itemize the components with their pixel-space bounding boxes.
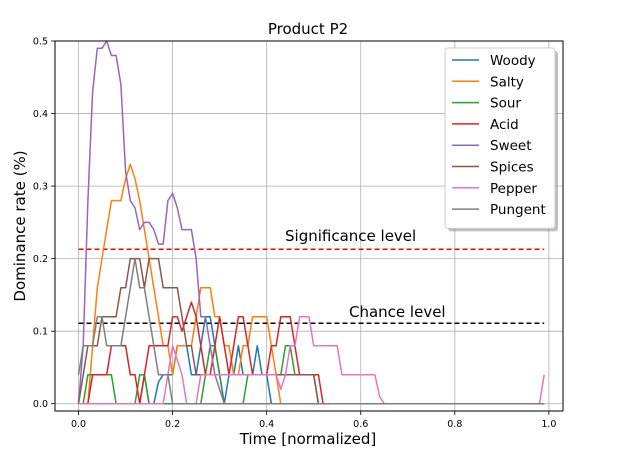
legend-label-acid: Acid [490,117,519,133]
x-tick-label: 0.0 [71,419,86,430]
x-tick-label: 0.6 [353,419,368,430]
legend: Woody Salty Sour Acid Sweet Spices Pepper Punge… [444,47,558,232]
chart-title: Product P2 [268,20,348,38]
series-lines [77,40,545,405]
x-tick-label: 1.0 [541,419,556,430]
y-axis-label: Dominance rate (%) [11,150,29,301]
x-tick-label: 0.4 [259,419,274,430]
x-axis-ticks: 0.0 0.2 0.4 0.6 0.8 1.0 [71,411,556,430]
y-tick-label: 0.4 [33,109,48,120]
y-tick-label: 0.3 [33,182,48,193]
legend-label-pungent: Pungent [490,202,546,218]
y-tick-label: 0.1 [33,327,48,338]
chance-level-label: Chance level [349,303,446,321]
plot-frame [54,40,564,412]
significance-level-label: Significance level [285,227,416,245]
y-axis-ticks: 0.0 0.1 0.2 0.3 0.4 0.5 [33,37,55,410]
legend-label-sweet: Sweet [490,138,532,154]
legend-label-woody: Woody [490,53,536,69]
legend-box [444,47,556,229]
x-axis-label: Time [normalized] [239,430,377,448]
series-line-pungent [77,257,545,405]
y-tick-label: 0.5 [33,37,48,48]
x-tick-label: 0.8 [447,419,462,430]
legend-label-spices: Spices [490,160,534,176]
x-tick-label: 0.2 [165,419,180,430]
legend-label-sour: Sour [490,96,521,112]
reference-lines [78,248,545,324]
y-tick-label: 0.2 [33,254,48,265]
legend-label-salty: Salty [490,74,524,90]
legend-label-pepper: Pepper [490,181,537,197]
y-tick-label: 0.0 [33,399,48,410]
